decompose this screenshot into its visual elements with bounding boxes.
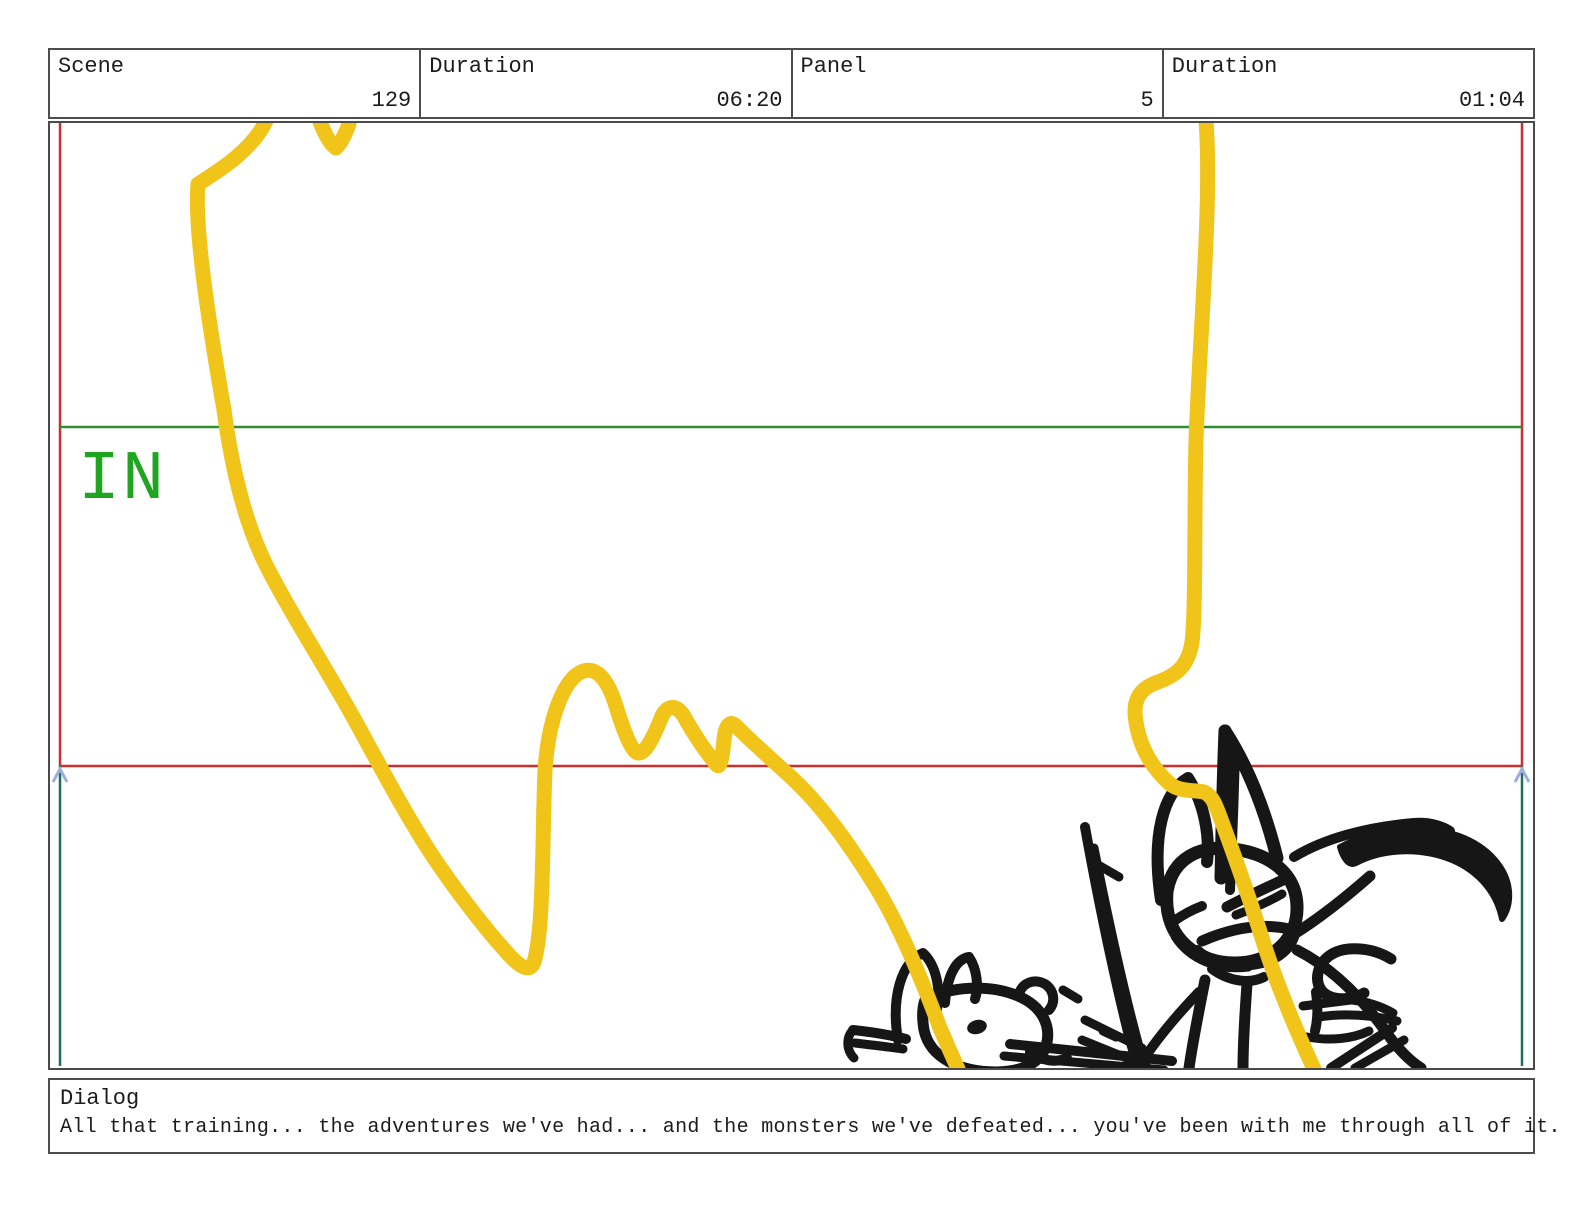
camera-move-arrow-right-icon <box>1513 765 1531 783</box>
scene-duration-field[interactable]: Duration 06:20 <box>421 50 793 117</box>
scene-duration-label: Duration <box>429 54 535 79</box>
in-marker-label: IN <box>78 441 167 520</box>
panel-field[interactable]: Panel 5 <box>793 50 1164 117</box>
motion-dash <box>1098 1026 1121 1042</box>
yellow-sketch-strokes <box>189 123 1322 1068</box>
cat-eye-right-lower <box>1231 889 1287 920</box>
storyboard-canvas[interactable]: IN <box>48 121 1535 1070</box>
small-char-hand <box>843 1025 859 1063</box>
camera-move-arrow-left-icon <box>51 765 69 783</box>
cat-eye-left <box>1169 901 1207 926</box>
panel-drawing <box>51 123 1531 1068</box>
cat-body-line2 <box>1237 978 1253 1068</box>
scene-label: Scene <box>58 54 125 79</box>
scene-value[interactable]: 129 <box>371 88 412 113</box>
camera-guides <box>51 123 1531 1066</box>
paw-squiggle3 <box>1347 995 1398 1018</box>
character-sketch <box>843 724 1513 1068</box>
small-char-head <box>917 982 1054 1068</box>
small-char-eye <box>967 1019 987 1035</box>
yellow-stroke-right <box>1127 123 1322 1068</box>
motion-line1 <box>1058 985 1083 1004</box>
yellow-stroke-left <box>189 123 966 1068</box>
cat-leg2 <box>1350 1035 1409 1068</box>
panel-duration-field[interactable]: Duration 01:04 <box>1164 50 1533 117</box>
tail-crescent-tip <box>1337 826 1513 922</box>
panel-info-header: Scene 129 Duration 06:20 Panel 5 Duratio… <box>48 48 1535 119</box>
cat-leg1 <box>1326 1023 1397 1068</box>
small-char-ear-left <box>890 948 944 1045</box>
scene-duration-value[interactable]: 06:20 <box>716 88 783 113</box>
small-char-arm-bottom <box>850 1038 908 1054</box>
small-char-stick1 <box>1005 1039 1177 1066</box>
paw-squiggle4 <box>1313 1010 1402 1026</box>
tail-upper-line <box>1289 817 1455 862</box>
yellow-stroke-v <box>312 123 357 156</box>
panel-duration-label: Duration <box>1171 54 1278 79</box>
dialog-caption-title: Dialog <box>60 1086 140 1111</box>
paw-squiggle1 <box>1310 987 1323 1036</box>
small-char-round-ear <box>1014 976 1059 1015</box>
cat-eye-right-upper <box>1221 873 1291 913</box>
paw-squiggle5 <box>1302 1026 1374 1044</box>
panel-label: Panel <box>800 54 867 79</box>
cat-neck <box>1207 964 1269 986</box>
blade-tip-cap <box>1095 861 1124 882</box>
panel-value[interactable]: 5 <box>1140 88 1154 113</box>
scene-field[interactable]: Scene 129 <box>50 50 422 117</box>
paw-squiggle2 <box>1298 995 1356 1011</box>
cat-ear-right-inner <box>1225 743 1240 895</box>
cat-ear-left <box>1151 772 1214 906</box>
small-char-arm-top <box>848 1025 911 1044</box>
dialog-caption-text[interactable]: All that training... the adventures we'v… <box>60 1116 1561 1139</box>
cat-body-line1 <box>1183 974 1211 1068</box>
panel-duration-value[interactable]: 01:04 <box>1458 88 1525 113</box>
tail-lower-line <box>1280 870 1376 945</box>
small-char-stick2 <box>999 1051 1169 1068</box>
cat-mouth-upper <box>1196 920 1295 947</box>
cat-ear-right-edge2 <box>1218 724 1284 865</box>
dialog-caption-box[interactable]: Dialog All that training... the adventur… <box>48 1078 1561 1154</box>
